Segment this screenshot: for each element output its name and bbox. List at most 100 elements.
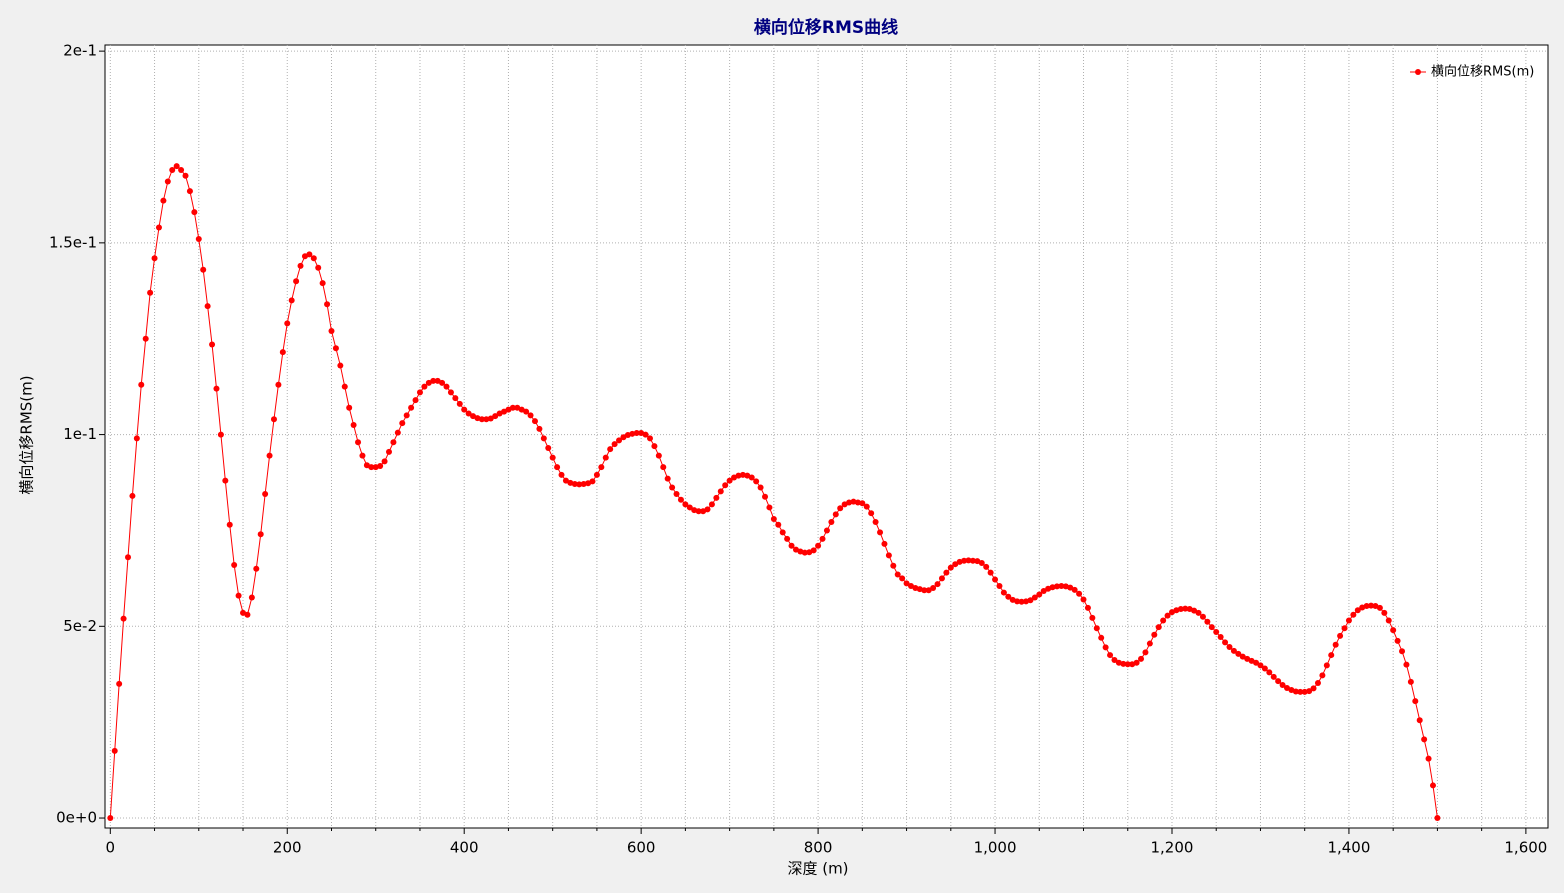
point: [1146, 640, 1153, 647]
point: [213, 385, 220, 392]
point: [368, 464, 375, 471]
point: [616, 437, 623, 444]
point: [350, 421, 357, 428]
point: [823, 527, 830, 534]
point: [262, 491, 269, 498]
point: [947, 564, 954, 571]
point: [1270, 673, 1277, 680]
point: [1080, 596, 1087, 603]
point: [1235, 650, 1242, 657]
point: [903, 580, 910, 587]
point: [222, 477, 229, 484]
point: [1416, 717, 1423, 724]
point: [447, 389, 454, 396]
point: [253, 565, 260, 572]
point: [1425, 755, 1432, 762]
point: [248, 594, 255, 601]
point: [708, 501, 715, 508]
point: [461, 406, 468, 413]
point: [191, 209, 198, 216]
point: [969, 557, 976, 564]
point: [669, 484, 676, 491]
point: [266, 452, 273, 459]
point: [381, 458, 388, 465]
point: [1314, 680, 1321, 687]
point: [452, 395, 459, 402]
point: [642, 431, 649, 438]
point: [646, 435, 653, 442]
point: [226, 521, 233, 528]
y-tick-label: 1.5e-1: [49, 233, 97, 251]
x-tick-label: 0: [106, 839, 116, 857]
point: [1177, 606, 1184, 613]
point: [1323, 662, 1330, 669]
point: [231, 561, 238, 568]
point: [1226, 644, 1233, 651]
point: [1328, 652, 1335, 659]
point: [1142, 649, 1149, 656]
point: [1133, 659, 1140, 666]
point: [416, 389, 423, 396]
point: [509, 404, 516, 411]
point: [1005, 593, 1012, 600]
point: [1164, 612, 1171, 619]
point: [1257, 662, 1264, 669]
point: [1341, 625, 1348, 632]
point: [1111, 657, 1118, 664]
point: [571, 481, 578, 488]
point: [1155, 624, 1162, 631]
point: [748, 474, 755, 481]
point: [978, 560, 985, 567]
point: [169, 167, 176, 174]
point: [235, 592, 242, 599]
point: [1222, 639, 1229, 646]
point: [284, 320, 291, 327]
point: [1031, 594, 1038, 601]
point: [408, 404, 415, 411]
point: [1239, 653, 1246, 660]
point: [863, 503, 870, 510]
point: [815, 542, 822, 549]
point: [1000, 589, 1007, 596]
point: [244, 611, 251, 618]
point: [483, 416, 490, 423]
point: [899, 575, 906, 582]
x-tick-label: 1,600: [1504, 839, 1547, 857]
point: [1098, 634, 1105, 641]
point: [297, 262, 304, 269]
point: [992, 576, 999, 583]
point: [1354, 607, 1361, 614]
point: [872, 519, 879, 526]
x-tick-label: 800: [804, 839, 833, 857]
point: [677, 496, 684, 503]
point: [288, 297, 295, 304]
point: [1093, 625, 1100, 632]
point: [859, 500, 866, 507]
point: [1071, 586, 1078, 593]
point: [952, 561, 959, 568]
point: [178, 167, 185, 174]
point: [766, 504, 773, 511]
point: [536, 425, 543, 432]
point: [784, 535, 791, 542]
point: [173, 163, 180, 170]
point: [1363, 602, 1370, 609]
point: [934, 581, 941, 588]
point: [1429, 782, 1436, 789]
point: [1182, 605, 1189, 612]
point: [832, 511, 839, 518]
point: [1151, 631, 1158, 638]
x-tick-label: 1,000: [974, 839, 1017, 857]
point: [757, 484, 764, 491]
x-tick-label: 600: [627, 839, 656, 857]
point: [633, 430, 640, 437]
point: [133, 435, 140, 442]
point: [279, 349, 286, 356]
point: [138, 381, 145, 388]
point: [456, 400, 463, 407]
point: [439, 379, 446, 386]
point: [726, 477, 733, 484]
point: [562, 477, 569, 484]
point: [377, 463, 384, 470]
point: [465, 410, 472, 417]
